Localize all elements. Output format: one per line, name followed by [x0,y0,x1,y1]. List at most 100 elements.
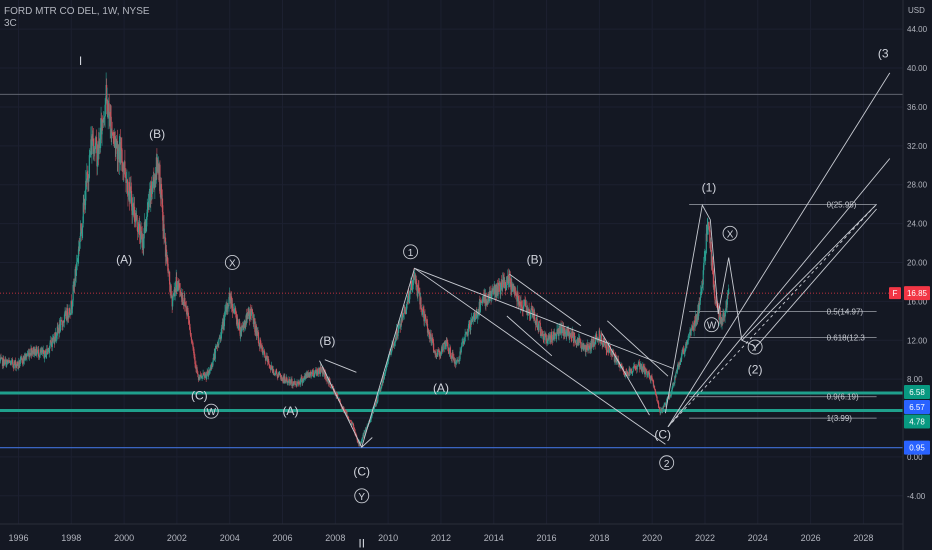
candle-body [81,227,83,234]
candle-body [676,367,678,373]
wave-drawing-line[interactable] [606,320,669,377]
candle-body [604,343,606,346]
time-axis[interactable]: 1996 1998 2000 2002 2004 2006 2008 2010 2012 2014… [8,533,873,543]
wave-label-circle [722,225,738,241]
candle-body [471,318,473,324]
candle-body [303,377,305,379]
price-badge-label: 16.85 [907,289,928,298]
candle-body [76,260,78,263]
candle-body [182,301,184,304]
candle-body [548,335,550,340]
wave-drawing-line[interactable] [667,203,877,428]
candle-body [29,353,31,356]
wave-drawing-line[interactable] [601,333,650,416]
candle-body [593,343,596,346]
candle-body [7,360,9,363]
candle-body [138,223,140,233]
candle-body [599,330,601,340]
candle-body [458,359,461,362]
wave-label: W [207,407,217,418]
wave-drawing-line[interactable] [667,158,891,428]
candle-body [168,271,171,285]
price-badge [904,414,930,429]
candle-body [67,316,69,319]
wave-drawing-line[interactable] [324,359,357,373]
candle-body [145,226,147,228]
candle-body [255,325,258,337]
fib-retracement[interactable]: 0(25.95) 0.5(14.97) 0.618(12.3 0.9(6.19) 1(3… [689,201,877,423]
candle-body [686,339,689,344]
candle-body [337,394,339,399]
candle-body [349,420,351,422]
wave-drawing-line[interactable] [414,267,674,369]
fib-level-label: 0(25.95) [827,201,857,210]
candle-body [245,314,247,325]
candle-body [710,241,712,250]
candle-body [376,399,378,403]
wave-drawing-line[interactable] [506,315,553,357]
horizontal-levels[interactable] [0,93,903,449]
candle-body [190,334,192,338]
candle-body [187,307,189,313]
candle-body [722,312,725,316]
candle-body [683,352,686,354]
candle-body [211,366,213,368]
wave-drawing-line[interactable] [509,273,582,327]
candle-body [718,317,721,320]
wave-drawings[interactable] [319,72,891,448]
candle-body [560,328,563,334]
candle-body [606,350,608,351]
candle-body [265,356,267,361]
candle-body [692,328,694,330]
candle-body [595,335,597,345]
candle-body [307,373,309,376]
candle-body [435,352,437,356]
candle-body [274,373,276,375]
wave-drawing-line[interactable] [752,208,877,352]
currency-label[interactable]: USD [908,6,925,15]
candle-body [129,193,131,202]
wave-label-circle [354,488,370,504]
candle-body [442,343,444,351]
candle-body [15,361,17,368]
candle-body [513,286,515,294]
candle-body [276,374,278,377]
price-badge-label: 0.95 [909,444,925,453]
price-tick-label: -4.00 [907,492,926,501]
candle-body [671,386,673,390]
price-axis[interactable]: 44.00 40.00 36.00 32.00 28.00 24.00 20.00 16.00… [907,25,928,501]
candle-body [12,364,14,366]
indicator-label[interactable]: 3C [4,18,17,29]
candle-body [432,341,434,344]
candle-body [3,364,5,366]
grid-lines [0,0,903,524]
candle-body [554,333,556,335]
symbol-title[interactable]: FORD MTR CO DEL, 1W, NYSE [4,6,150,17]
price-badges: 16.85 6.58 6.57 4.78 0.95 F [889,286,930,455]
candle-body [116,140,118,142]
candle-body [242,325,244,327]
candle-body [646,371,648,376]
candle-body [143,228,145,239]
candle-body [140,226,142,234]
candle-body [475,314,477,319]
wave-label: Y [358,492,365,503]
wave-drawing-line[interactable] [741,203,877,341]
candle-body [55,335,57,338]
wave-drawing-line[interactable] [667,72,891,428]
candle-body [520,301,522,306]
candle-body [543,334,545,340]
candle-body [507,275,509,277]
candle-body [622,367,624,369]
candle-body [320,366,322,370]
wave-labels: I (B) (A) X (C) W (B) (A) (C) Y II 1 (A) (B) (C) 2 (1) X W… [79,46,889,550]
wave-label: W [707,321,717,332]
candle-body [380,388,382,391]
wave-label: 1 [408,248,414,259]
candle-body [493,284,496,295]
candle-body [29,355,32,356]
candle-body [56,326,58,336]
price-badge [904,440,930,455]
candle-body [684,348,687,352]
